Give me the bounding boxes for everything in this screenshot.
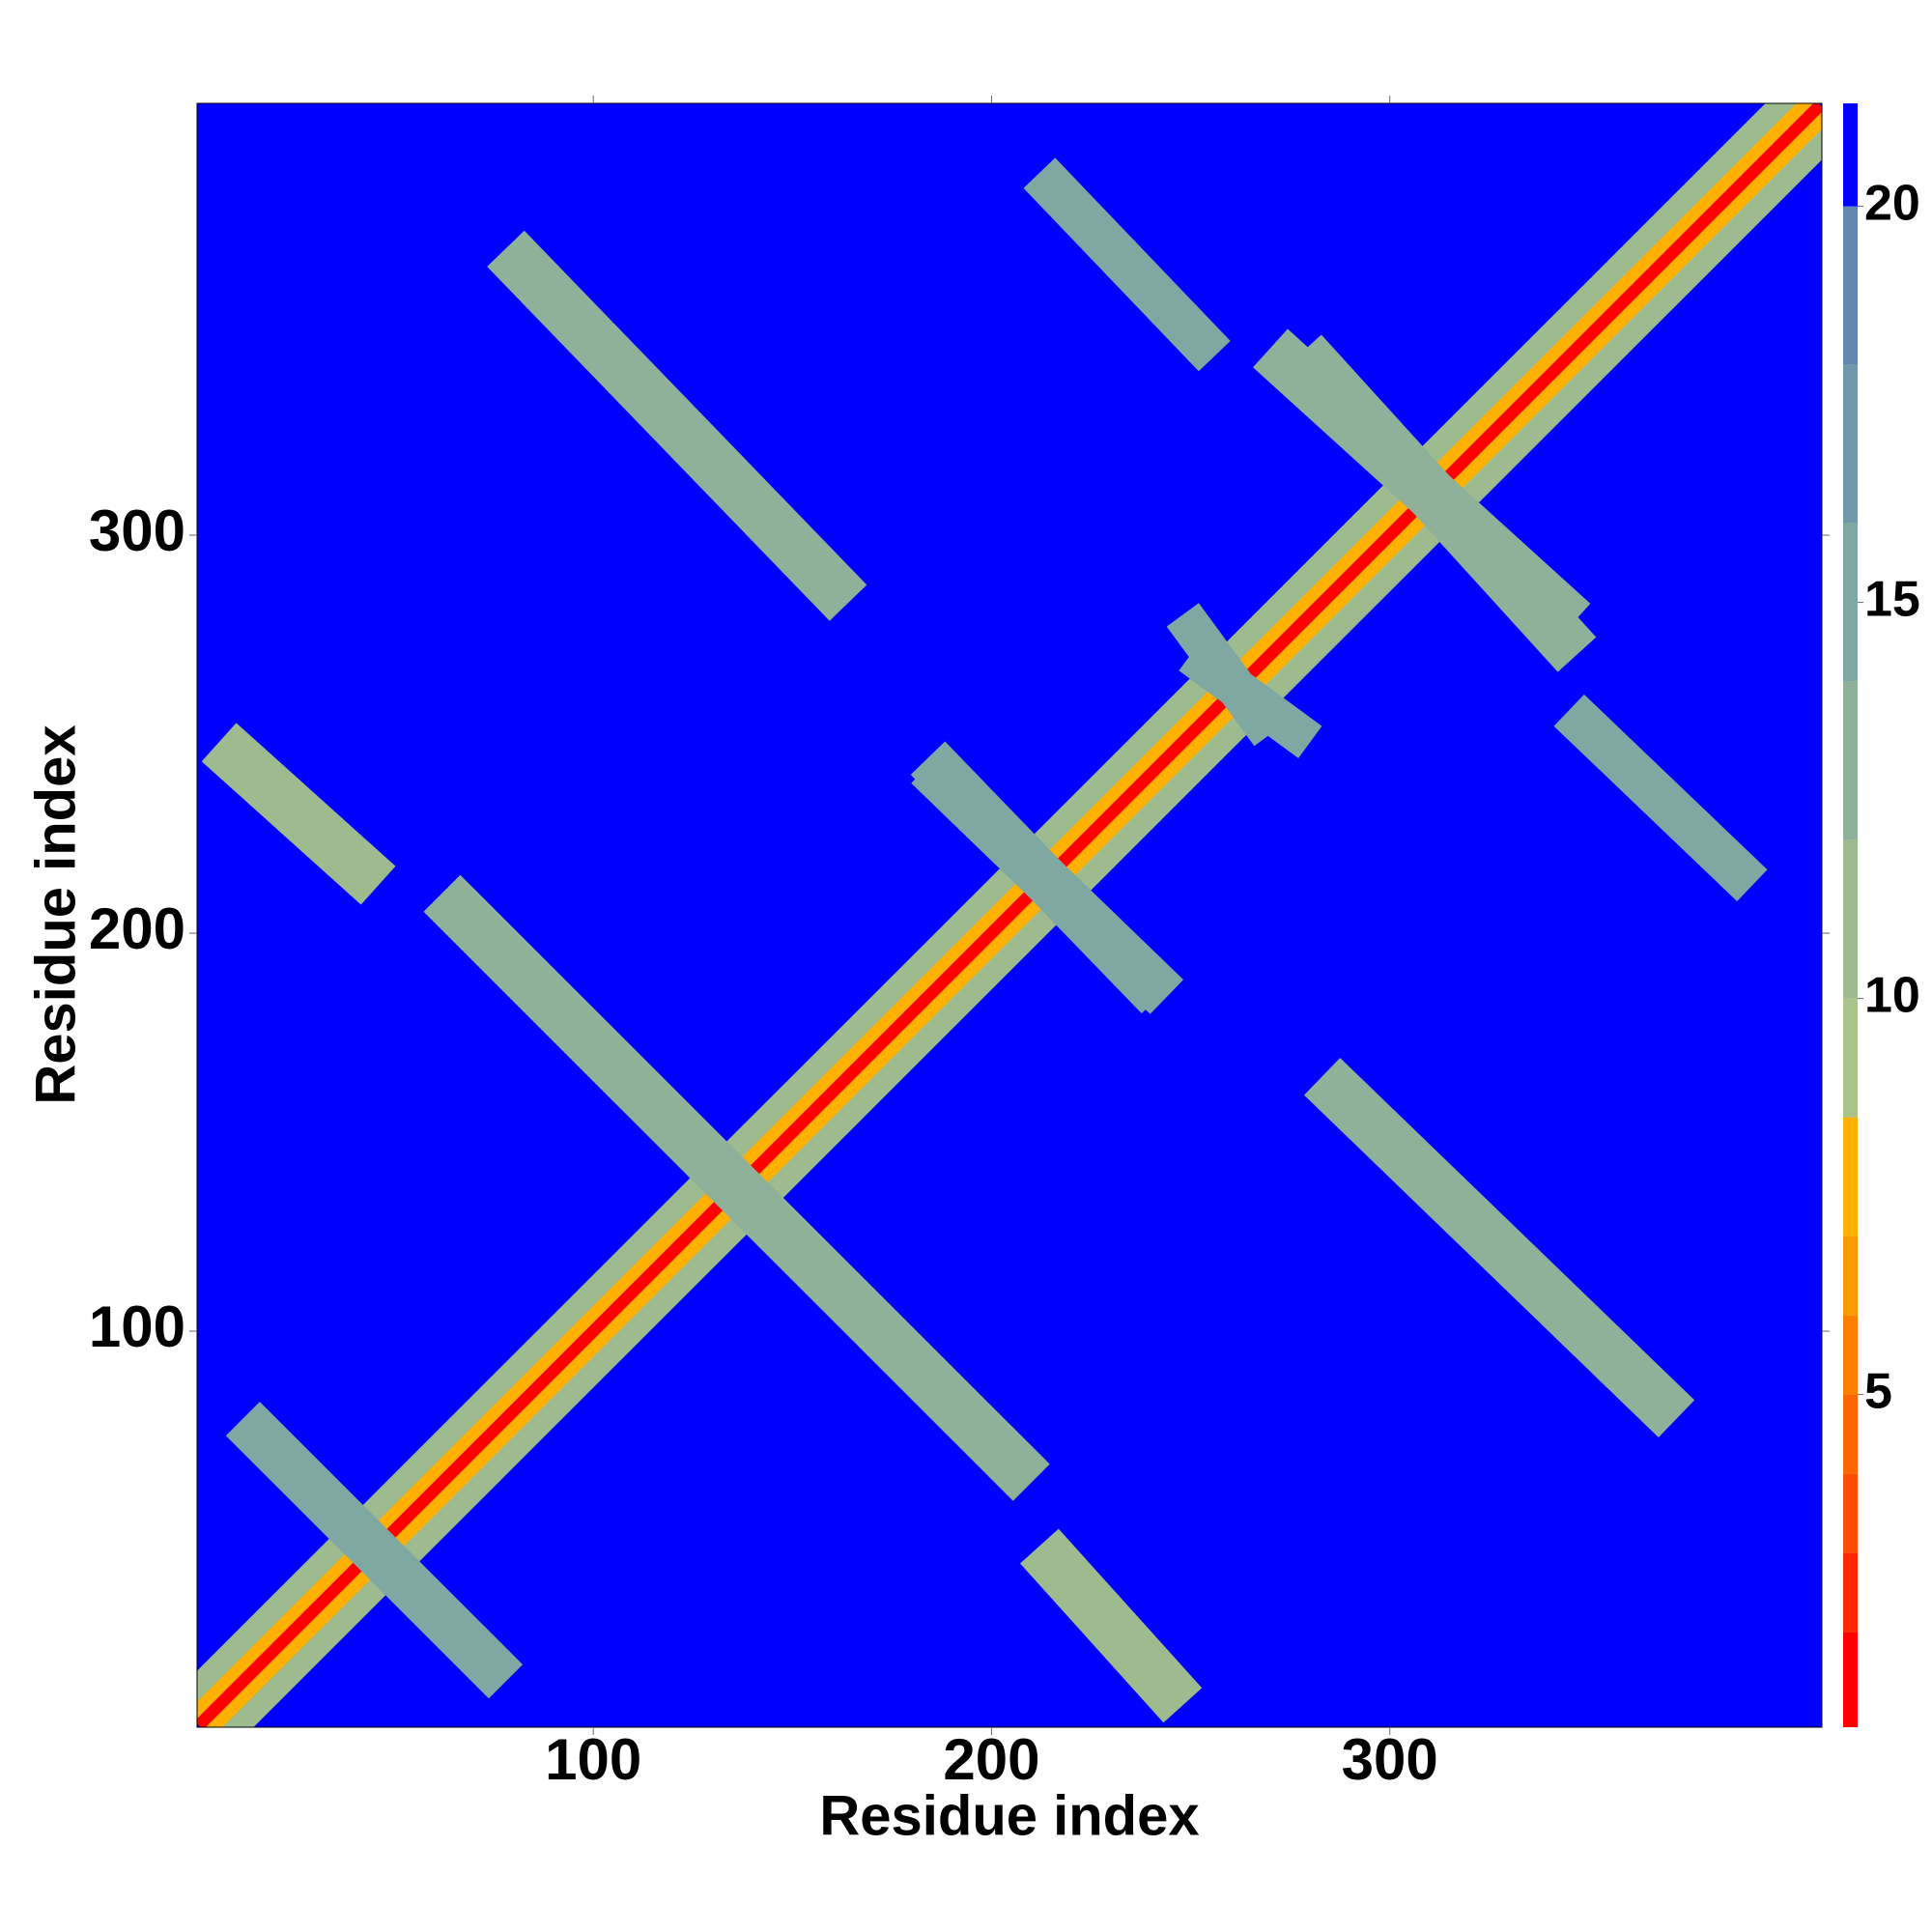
colorbar-segment [1843, 206, 1858, 365]
colorbar-segment [1843, 1394, 1858, 1474]
plot-frame [196, 102, 1823, 1728]
plot-area [197, 103, 1822, 1727]
x-axis-label: Residue index [819, 1784, 1199, 1847]
contact-band-mirror [1553, 694, 1768, 901]
contact-band-mirror [1166, 603, 1287, 747]
contact-band-mirror [1020, 1528, 1203, 1723]
contact-band [487, 230, 867, 621]
colorbar-segment [1843, 681, 1858, 840]
colorbar-segment [1843, 523, 1858, 682]
y-tick-label: 300 [89, 498, 185, 563]
colorbar-tick-label: 10 [1864, 967, 1920, 1023]
contact-band-mirror [225, 1402, 523, 1699]
colorbar-tick-label: 5 [1864, 1363, 1892, 1419]
contact-band [1023, 157, 1231, 372]
colorbar-segment [1843, 1632, 1858, 1727]
colorbar-segment [1843, 1236, 1858, 1316]
colorbar-segment [1843, 1552, 1858, 1633]
y-tick-label: 100 [89, 1294, 185, 1359]
y-tick-label: 200 [89, 896, 185, 961]
colorbar-segment [1843, 998, 1858, 1118]
x-tick-label: 200 [943, 1727, 1039, 1792]
colorbar-segment [1843, 1473, 1858, 1553]
colorbar-segment [1843, 364, 1858, 524]
colorbar-tick-label: 15 [1864, 571, 1920, 627]
colorbar-tick-label: 20 [1864, 175, 1920, 231]
colorbar-segment [1843, 103, 1858, 207]
colorbar-segment [1843, 1315, 1858, 1395]
contact-band [201, 723, 396, 905]
contact-band-mirror [197, 103, 1822, 1727]
x-tick-label: 100 [545, 1727, 641, 1792]
x-tick-label: 300 [1342, 1727, 1438, 1792]
contact-band-mirror [910, 741, 1177, 1014]
contact-band-mirror [423, 874, 1050, 1501]
contact-band-mirror [1253, 328, 1591, 642]
contact-band-mirror [1304, 1058, 1695, 1437]
y-axis-label: Residue index [24, 724, 87, 1104]
colorbar-segment [1843, 1117, 1858, 1236]
colorbar-segment [1843, 839, 1858, 999]
